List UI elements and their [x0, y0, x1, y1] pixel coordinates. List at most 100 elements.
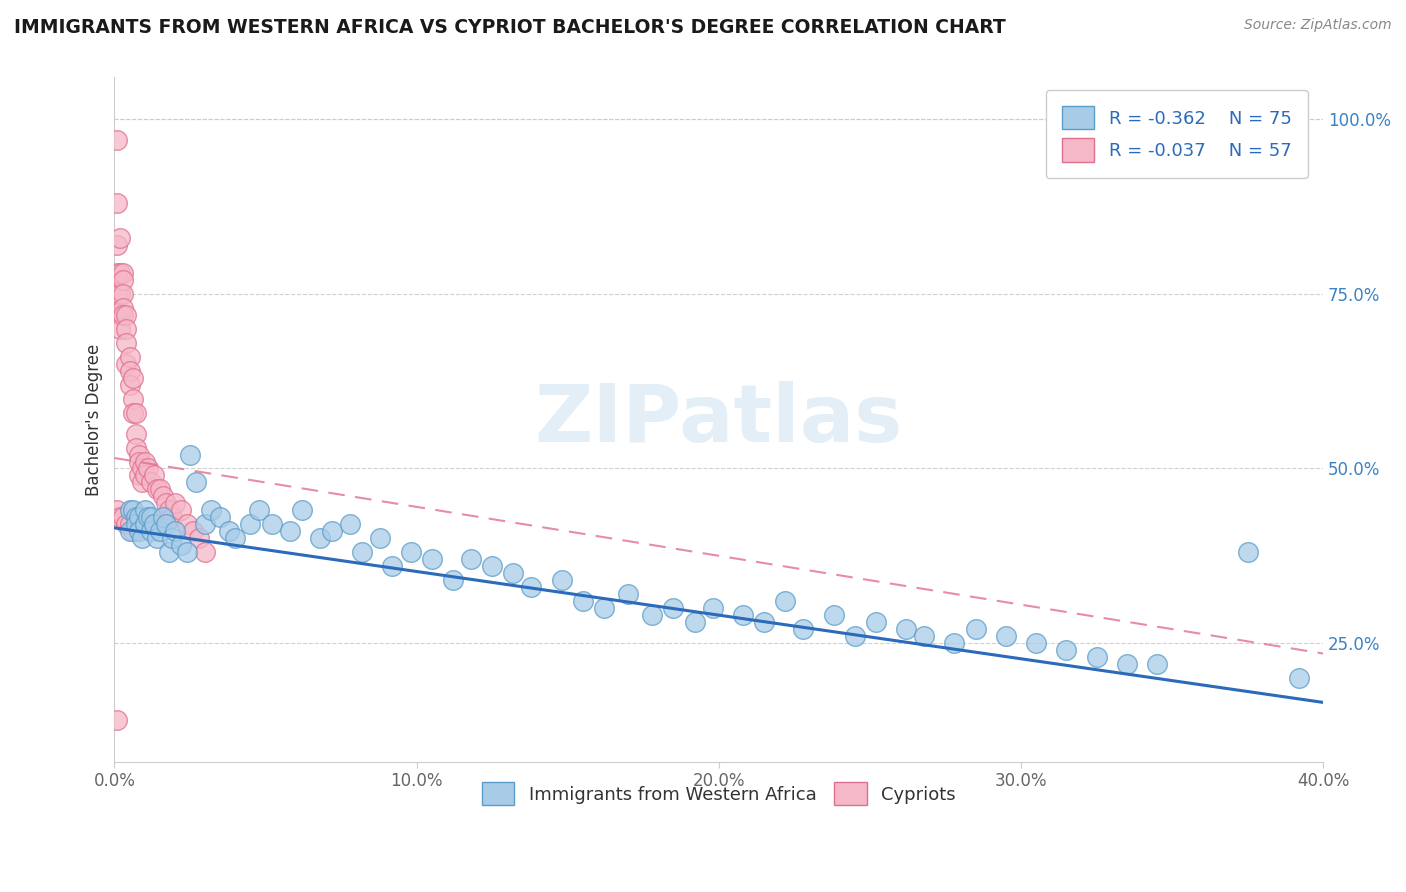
- Point: [115, 357, 138, 371]
- Point: [107, 238, 129, 252]
- Point: [441, 573, 464, 587]
- Point: [1146, 657, 1168, 671]
- Point: [1025, 636, 1047, 650]
- Point: [1236, 545, 1258, 559]
- Point: [321, 524, 343, 539]
- Point: [200, 503, 222, 517]
- Point: [912, 629, 935, 643]
- Point: [131, 461, 153, 475]
- Point: [420, 552, 443, 566]
- Point: [112, 266, 135, 280]
- Point: [702, 601, 724, 615]
- Point: [160, 510, 183, 524]
- Point: [128, 510, 150, 524]
- Point: [134, 503, 156, 517]
- Point: [291, 503, 314, 517]
- Point: [136, 510, 159, 524]
- Text: Source: ZipAtlas.com: Source: ZipAtlas.com: [1244, 18, 1392, 32]
- Text: ZIPatlas: ZIPatlas: [534, 381, 903, 458]
- Point: [115, 308, 138, 322]
- Point: [184, 475, 207, 490]
- Point: [572, 594, 595, 608]
- Point: [145, 483, 167, 497]
- Point: [943, 636, 966, 650]
- Point: [115, 517, 138, 532]
- Point: [155, 496, 177, 510]
- Point: [278, 524, 301, 539]
- Point: [121, 524, 143, 539]
- Point: [118, 350, 141, 364]
- Point: [121, 406, 143, 420]
- Point: [370, 531, 392, 545]
- Point: [194, 517, 217, 532]
- Point: [823, 608, 845, 623]
- Point: [134, 454, 156, 468]
- Text: IMMIGRANTS FROM WESTERN AFRICA VS CYPRIOT BACHELOR'S DEGREE CORRELATION CHART: IMMIGRANTS FROM WESTERN AFRICA VS CYPRIO…: [14, 18, 1005, 37]
- Point: [965, 622, 987, 636]
- Point: [865, 615, 887, 629]
- Point: [683, 615, 706, 629]
- Point: [107, 266, 129, 280]
- Point: [110, 308, 132, 322]
- Point: [994, 629, 1017, 643]
- Point: [152, 510, 174, 524]
- Point: [309, 531, 332, 545]
- Point: [107, 133, 129, 147]
- Point: [110, 266, 132, 280]
- Point: [260, 517, 283, 532]
- Point: [121, 503, 143, 517]
- Point: [352, 545, 374, 559]
- Point: [170, 538, 193, 552]
- Point: [110, 286, 132, 301]
- Point: [134, 517, 156, 532]
- Point: [218, 524, 240, 539]
- Point: [115, 322, 138, 336]
- Point: [399, 545, 422, 559]
- Point: [662, 601, 685, 615]
- Point: [118, 503, 141, 517]
- Point: [1288, 671, 1310, 685]
- Point: [124, 517, 146, 532]
- Y-axis label: Bachelor's Degree: Bachelor's Degree: [86, 343, 103, 496]
- Point: [110, 231, 132, 245]
- Point: [139, 475, 162, 490]
- Point: [107, 503, 129, 517]
- Point: [188, 531, 211, 545]
- Point: [121, 370, 143, 384]
- Point: [520, 580, 543, 594]
- Point: [381, 559, 404, 574]
- Point: [481, 559, 503, 574]
- Point: [894, 622, 917, 636]
- Point: [209, 510, 232, 524]
- Point: [131, 531, 153, 545]
- Point: [121, 392, 143, 406]
- Point: [152, 490, 174, 504]
- Point: [115, 335, 138, 350]
- Point: [160, 531, 183, 545]
- Point: [176, 517, 198, 532]
- Point: [128, 524, 150, 539]
- Point: [194, 545, 217, 559]
- Point: [844, 629, 866, 643]
- Point: [107, 713, 129, 727]
- Point: [134, 468, 156, 483]
- Point: [139, 524, 162, 539]
- Point: [593, 601, 616, 615]
- Point: [136, 461, 159, 475]
- Point: [157, 503, 180, 517]
- Point: [731, 608, 754, 623]
- Point: [1054, 643, 1077, 657]
- Point: [149, 483, 172, 497]
- Point: [224, 531, 246, 545]
- Point: [107, 286, 129, 301]
- Point: [339, 517, 361, 532]
- Point: [181, 524, 204, 539]
- Point: [112, 308, 135, 322]
- Point: [110, 510, 132, 524]
- Point: [145, 531, 167, 545]
- Point: [118, 517, 141, 532]
- Point: [112, 301, 135, 315]
- Point: [502, 566, 524, 581]
- Point: [1115, 657, 1137, 671]
- Point: [124, 426, 146, 441]
